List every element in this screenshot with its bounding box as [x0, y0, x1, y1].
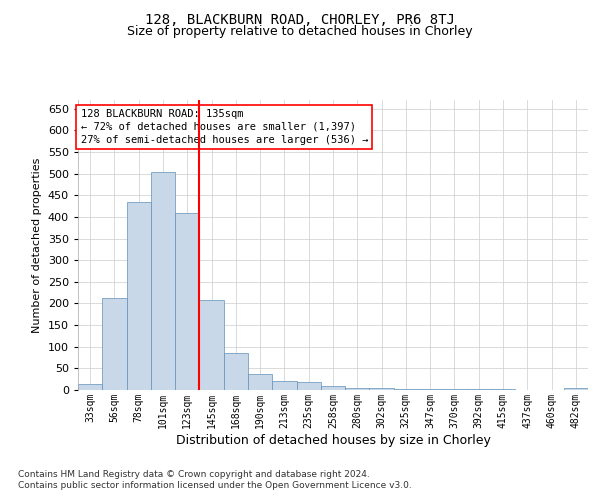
- Bar: [321, 386, 345, 390]
- Text: Contains public sector information licensed under the Open Government Licence v3: Contains public sector information licen…: [18, 481, 412, 490]
- Bar: [394, 388, 418, 390]
- Bar: [175, 212, 199, 390]
- Text: Size of property relative to detached houses in Chorley: Size of property relative to detached ho…: [127, 25, 473, 38]
- Bar: [78, 384, 102, 390]
- Bar: [370, 388, 394, 390]
- Bar: [151, 172, 175, 390]
- X-axis label: Distribution of detached houses by size in Chorley: Distribution of detached houses by size …: [176, 434, 490, 446]
- Bar: [491, 389, 515, 390]
- Y-axis label: Number of detached properties: Number of detached properties: [32, 158, 42, 332]
- Bar: [564, 388, 588, 390]
- Bar: [272, 382, 296, 390]
- Text: Contains HM Land Registry data © Crown copyright and database right 2024.: Contains HM Land Registry data © Crown c…: [18, 470, 370, 479]
- Bar: [296, 382, 321, 390]
- Bar: [102, 298, 127, 390]
- Bar: [224, 353, 248, 390]
- Bar: [199, 300, 224, 390]
- Bar: [467, 389, 491, 390]
- Bar: [442, 389, 467, 390]
- Bar: [127, 202, 151, 390]
- Bar: [345, 388, 370, 390]
- Text: 128 BLACKBURN ROAD: 135sqm
← 72% of detached houses are smaller (1,397)
27% of s: 128 BLACKBURN ROAD: 135sqm ← 72% of deta…: [80, 108, 368, 145]
- Bar: [418, 389, 442, 390]
- Text: 128, BLACKBURN ROAD, CHORLEY, PR6 8TJ: 128, BLACKBURN ROAD, CHORLEY, PR6 8TJ: [145, 12, 455, 26]
- Bar: [248, 374, 272, 390]
